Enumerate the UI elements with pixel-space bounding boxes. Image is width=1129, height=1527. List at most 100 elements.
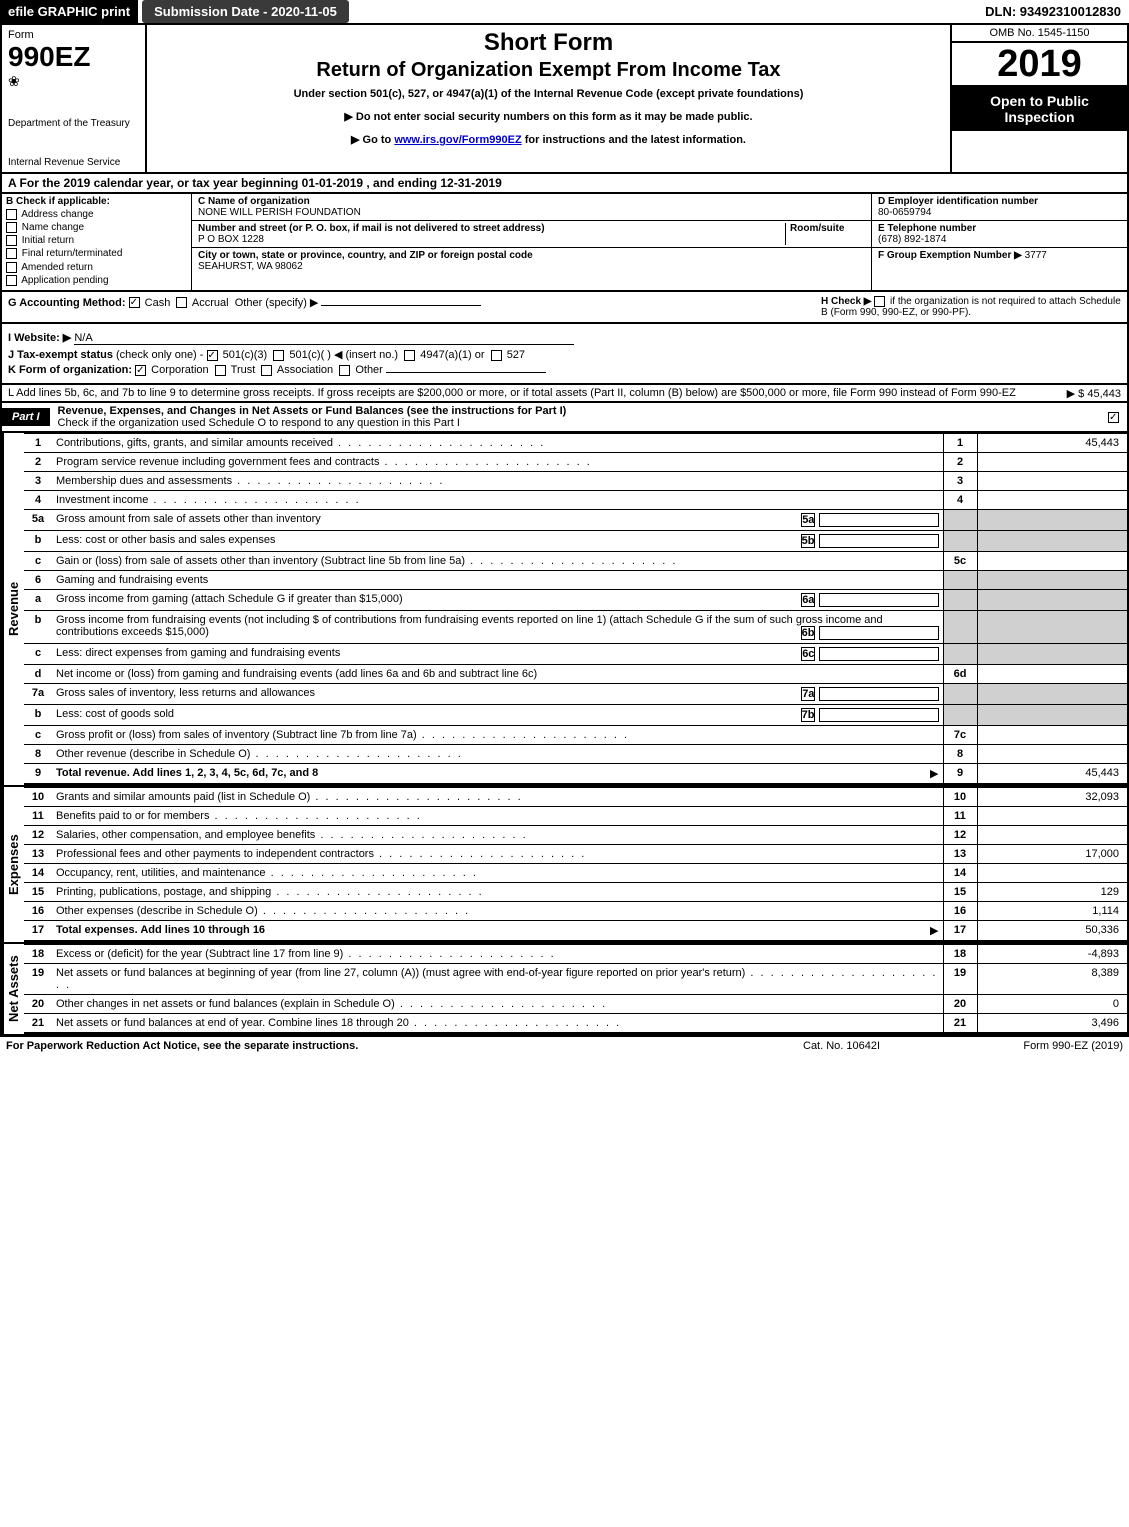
line-6b: b Gross income from fundraising events (… xyxy=(24,610,1127,643)
instr-goto-post: for instructions and the latest informat… xyxy=(522,134,746,146)
chk-association[interactable] xyxy=(261,365,272,376)
line-21-ref: 21 xyxy=(943,1013,977,1033)
line-2: 2 Program service revenue including gove… xyxy=(24,452,1127,471)
line-13: 13 Professional fees and other payments … xyxy=(24,844,1127,863)
line-6c-box: 6c xyxy=(801,647,815,661)
accounting-method-label: G Accounting Method: xyxy=(8,297,126,309)
box-b-label: B Check if applicable: xyxy=(6,196,187,207)
other-org-input[interactable] xyxy=(386,372,546,373)
chk-final-return[interactable]: Final return/terminated xyxy=(6,248,187,259)
line-6-ref-shade xyxy=(943,570,977,589)
chk-trust-label: Trust xyxy=(231,364,256,376)
chk-501c3[interactable] xyxy=(207,350,218,361)
line-6: 6 Gaming and fundraising events xyxy=(24,570,1127,589)
chk-accrual[interactable] xyxy=(176,297,187,308)
accounting-other-input[interactable] xyxy=(321,305,481,306)
chk-other-org[interactable] xyxy=(339,365,350,376)
line-9-desc: Total revenue. Add lines 1, 2, 3, 4, 5c,… xyxy=(56,767,318,779)
chk-corporation[interactable] xyxy=(135,365,146,376)
page-footer: For Paperwork Reduction Act Notice, see … xyxy=(0,1036,1129,1055)
line-5b: b Less: cost or other basis and sales ex… xyxy=(24,530,1127,551)
line-9-ref: 9 xyxy=(943,763,977,784)
dept-treasury: Department of the Treasury xyxy=(8,118,139,129)
line-9: 9 Total revenue. Add lines 1, 2, 3, 4, 5… xyxy=(24,763,1127,784)
chk-name-change[interactable]: Name change xyxy=(6,222,187,233)
line-5c-amount xyxy=(977,551,1127,570)
line-21: 21 Net assets or fund balances at end of… xyxy=(24,1013,1127,1033)
efile-print-button[interactable]: efile GRAPHIC print xyxy=(0,0,138,23)
line-14-amount xyxy=(977,863,1127,882)
line-15: 15 Printing, publications, postage, and … xyxy=(24,882,1127,901)
city-label: City or town, state or province, country… xyxy=(198,250,533,261)
line-6-amount-shade xyxy=(977,570,1127,589)
info-grid: B Check if applicable: Address change Na… xyxy=(0,194,1129,292)
line-18-desc: Excess or (deficit) for the year (Subtra… xyxy=(52,944,943,963)
chk-address-change[interactable]: Address change xyxy=(6,209,187,220)
chk-application-pending[interactable]: Application pending xyxy=(6,275,187,286)
subtitle: Under section 501(c), 527, or 4947(a)(1)… xyxy=(155,88,942,100)
chk-corporation-label: Corporation xyxy=(151,364,208,376)
org-name: NONE WILL PERISH FOUNDATION xyxy=(198,207,361,218)
instr-goto-pre: ▶ Go to xyxy=(351,134,394,146)
chk-schedule-b-not-required[interactable] xyxy=(874,296,885,307)
line-17-desc: Total expenses. Add lines 10 through 16 xyxy=(56,924,265,936)
group-exemption-label: F Group Exemption Number ▶ xyxy=(878,250,1022,261)
line-12-desc: Salaries, other compensation, and employ… xyxy=(52,825,943,844)
chk-final-return-label: Final return/terminated xyxy=(22,249,123,260)
line-19-amount: 8,389 xyxy=(977,963,1127,994)
line-20-num: 20 xyxy=(24,994,52,1013)
line-7b-box: 7b xyxy=(801,708,816,722)
line-11-amount xyxy=(977,806,1127,825)
chk-amended-return[interactable]: Amended return xyxy=(6,262,187,273)
line-12-num: 12 xyxy=(24,825,52,844)
line-7c-amount xyxy=(977,725,1127,744)
chk-other-org-label: Other xyxy=(355,364,383,376)
line-6c: c Less: direct expenses from gaming and … xyxy=(24,643,1127,664)
street-label: Number and street (or P. O. box, if mail… xyxy=(198,223,545,234)
tax-exempt-note: (check only one) - xyxy=(116,349,203,361)
line-15-amount: 129 xyxy=(977,882,1127,901)
line-17-num: 17 xyxy=(24,920,52,941)
chk-initial-return[interactable]: Initial return xyxy=(6,235,187,246)
line-7a-box: 7a xyxy=(801,687,815,701)
chk-4947[interactable] xyxy=(404,350,415,361)
expenses-section: Expenses 10 Grants and similar amounts p… xyxy=(0,785,1129,942)
line-1-ref: 1 xyxy=(943,433,977,452)
irs-link[interactable]: www.irs.gov/Form990EZ xyxy=(394,134,521,146)
row-l: L Add lines 5b, 6c, and 7b to line 9 to … xyxy=(0,385,1129,403)
part1-check-text: Check if the organization used Schedule … xyxy=(58,417,460,429)
line-17: 17 Total expenses. Add lines 10 through … xyxy=(24,920,1127,941)
line-10: 10 Grants and similar amounts paid (list… xyxy=(24,787,1127,806)
part1-title: Revenue, Expenses, and Changes in Net As… xyxy=(58,405,567,417)
revenue-side-label: Revenue xyxy=(2,433,24,785)
line-5a-ref-shade xyxy=(943,509,977,530)
chk-cash[interactable] xyxy=(129,297,140,308)
line-3-amount xyxy=(977,471,1127,490)
chk-trust[interactable] xyxy=(215,365,226,376)
line-3-desc: Membership dues and assessments xyxy=(52,471,943,490)
line-8-amount xyxy=(977,744,1127,763)
line-10-num: 10 xyxy=(24,787,52,806)
room-label: Room/suite xyxy=(790,223,844,234)
chk-501c[interactable] xyxy=(273,350,284,361)
chk-527[interactable] xyxy=(491,350,502,361)
line-4: 4 Investment income 4 xyxy=(24,490,1127,509)
form-id-block: Form 990EZ ❀ Department of the Treasury … xyxy=(2,25,147,172)
irs-seal-icon: ❀ xyxy=(8,73,139,90)
chk-schedule-o-used[interactable] xyxy=(1108,412,1119,423)
line-6c-desc: Less: direct expenses from gaming and fu… xyxy=(56,647,340,659)
line-14: 14 Occupancy, rent, utilities, and maint… xyxy=(24,863,1127,882)
rows-ijk: I Website: ▶ N/A J Tax-exempt status (ch… xyxy=(0,324,1129,385)
footer-form-ref: Form 990-EZ (2019) xyxy=(943,1040,1123,1052)
line-10-amount: 32,093 xyxy=(977,787,1127,806)
line-6d-num: d xyxy=(24,664,52,683)
chk-527-label: 527 xyxy=(507,349,525,361)
line-2-amount xyxy=(977,452,1127,471)
line-4-ref: 4 xyxy=(943,490,977,509)
line-18-amount: -4,893 xyxy=(977,944,1127,963)
line-6a: a Gross income from gaming (attach Sched… xyxy=(24,589,1127,610)
line-14-desc: Occupancy, rent, utilities, and maintena… xyxy=(52,863,943,882)
form-header: Form 990EZ ❀ Department of the Treasury … xyxy=(0,25,1129,174)
line-19-ref: 19 xyxy=(943,963,977,994)
ein-value: 80-0659794 xyxy=(878,207,931,218)
